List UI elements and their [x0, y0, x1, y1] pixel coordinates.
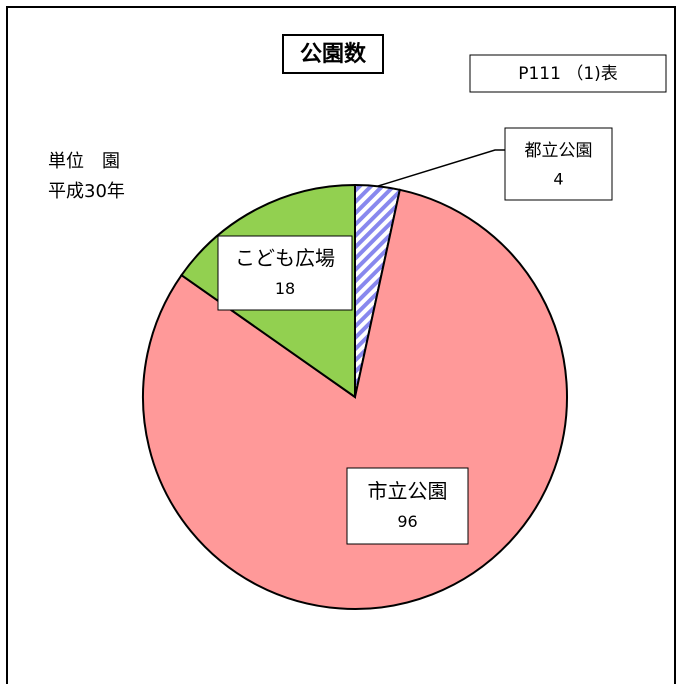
pie — [142, 183, 568, 610]
labels: 都立公園 4 市立公園 96 こども広場 18 — [217, 127, 613, 545]
label-box — [217, 235, 353, 311]
year-label: 平成30年 — [48, 181, 125, 202]
label-box — [346, 467, 469, 545]
slice-value: 96 — [397, 512, 417, 531]
slice-name: 都立公園 — [525, 141, 593, 161]
slice-name: こども広場 — [235, 246, 335, 270]
slice-value: 18 — [275, 279, 295, 298]
slice-value: 4 — [553, 169, 563, 188]
leader-line — [377, 149, 505, 187]
unit-label: 単位 園 — [48, 151, 120, 172]
chart-title: 公園数 — [300, 41, 367, 67]
reference-box — [469, 54, 667, 93]
slice-name: 市立公園 — [368, 479, 448, 503]
reference-label: P111 （1)表 — [518, 64, 618, 84]
title-box — [282, 34, 384, 74]
label-box — [504, 127, 613, 201]
